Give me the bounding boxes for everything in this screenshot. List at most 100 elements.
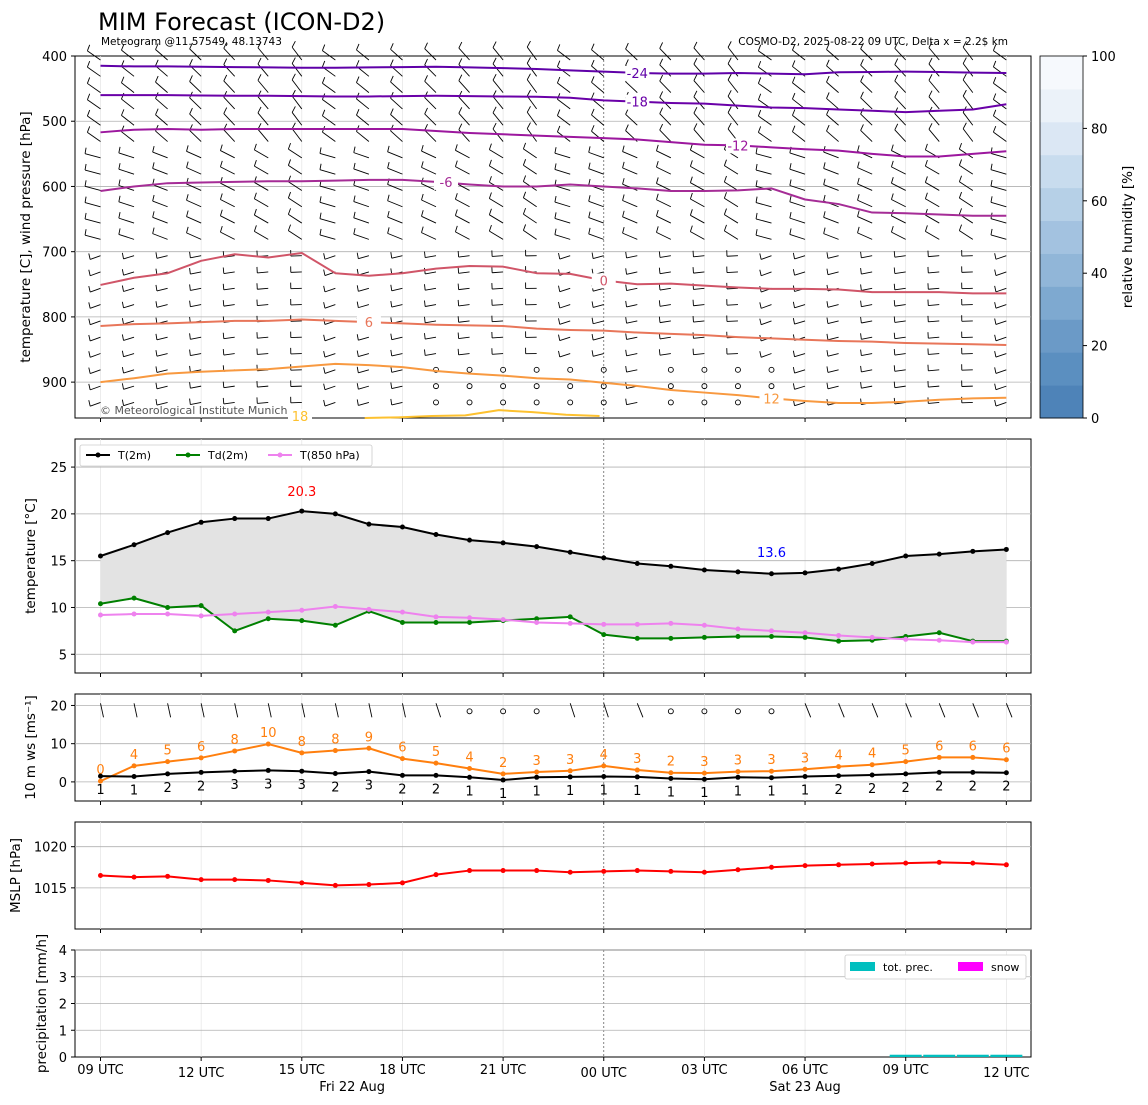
wind-barb-flag (558, 285, 561, 292)
series-point-1 (165, 604, 171, 610)
wind-barb-flag (152, 194, 155, 202)
wind-barb (962, 95, 974, 110)
wind-barb-flag (155, 75, 159, 83)
wind-barb-flag (223, 107, 228, 114)
mean-wind-point (232, 768, 238, 774)
wind-barb (656, 199, 672, 208)
wind-barb (220, 150, 235, 159)
mean-wind-point (936, 769, 942, 775)
wind-barb-flag (994, 269, 997, 276)
isotherm-label: -24 (627, 67, 648, 82)
wind-barb (220, 231, 235, 240)
gust-value-label: 6 (197, 740, 205, 755)
calm-wind-marker (433, 399, 439, 406)
wind-barb-flag (823, 211, 826, 218)
series-point-1 (701, 634, 707, 640)
series-point-1 (332, 622, 338, 628)
wind-barb-flag (625, 251, 627, 259)
wind-barb (928, 80, 940, 93)
wind-barb (156, 304, 168, 308)
wind-barb-flag (222, 300, 225, 307)
wind-barb-flag (893, 316, 896, 323)
wind-barb-flag (554, 228, 557, 235)
wind-barb (118, 152, 135, 159)
wind-barb-flag (421, 226, 424, 233)
wind-barb (726, 320, 738, 322)
wind-barb-flag (625, 317, 627, 324)
wind-barb-flag (356, 350, 359, 357)
wind-barb-flag (558, 301, 561, 309)
profile-ytick-label: 900 (42, 376, 67, 391)
series-point-0 (299, 508, 305, 514)
calm-wind-marker (768, 708, 775, 715)
wind-barb-flag (220, 209, 223, 216)
wind-barb-flag (84, 147, 87, 154)
wind-barb-flag (656, 226, 659, 233)
wind-barb-flag (220, 225, 223, 233)
wind-barb-flag (155, 108, 159, 115)
wind-barb (458, 271, 470, 274)
wind-barb (925, 214, 940, 224)
wind-barb-flag (992, 125, 997, 133)
wind-barb (724, 214, 739, 224)
wind-barb (626, 369, 638, 373)
wind-barb (489, 230, 504, 240)
wind-barb-flag (992, 60, 997, 68)
wind-barb (995, 385, 1007, 391)
wind-barb-flag (189, 284, 191, 291)
gust-point (467, 766, 473, 772)
wind-barb (894, 47, 907, 61)
wind-barb (257, 336, 269, 339)
isotherm-label: 18 (292, 410, 309, 425)
wind-barb (559, 287, 571, 293)
wind-barb (693, 255, 705, 258)
wind-barb (291, 63, 303, 77)
wind-barb-flag (990, 163, 993, 170)
calm-wind-marker (433, 383, 439, 390)
wind-barb (123, 271, 135, 276)
mean-wind-point (668, 775, 674, 781)
wind-barb-flag (958, 142, 962, 150)
wind-barb (690, 182, 705, 191)
wind-barb-flag (458, 41, 463, 49)
mean-wind-value-label: 1 (633, 784, 641, 799)
mean-wind-point (601, 774, 607, 780)
wind-barb-flag (458, 123, 463, 130)
wind-barb (622, 151, 638, 159)
series-point-2 (601, 621, 607, 627)
mean-wind-value-label: 1 (700, 786, 708, 801)
wind-barb-flag (588, 195, 591, 202)
series-point-2 (265, 609, 271, 615)
wind-barb-flag (84, 196, 87, 203)
calm-wind-marker (667, 383, 674, 390)
wind-barb (861, 385, 873, 389)
wind-barb-flag (390, 382, 393, 389)
gust-value-label: 6 (969, 739, 977, 754)
wind-barb-flag (356, 399, 359, 406)
wind-barb (603, 703, 609, 718)
series-point-1 (198, 603, 204, 609)
wind-barb (993, 82, 1007, 93)
wind-barb-flag (622, 194, 625, 201)
wind-barb (391, 401, 403, 406)
wind-barb-flag (625, 284, 627, 291)
wind-barb (324, 304, 336, 309)
wind-barb (421, 150, 437, 159)
wind-barb-flag (84, 229, 87, 236)
wind-barb-flag (152, 162, 155, 169)
wind-barb-flag (488, 192, 492, 199)
wind-barb (492, 96, 504, 110)
wind-barb (724, 197, 739, 208)
series-point-2 (165, 611, 171, 617)
series-point-2 (936, 637, 942, 643)
wind-barb (622, 216, 638, 224)
wind-barb (860, 81, 873, 93)
colorbar-tick-label: 60 (1091, 195, 1108, 210)
wind-barb-flag (826, 43, 830, 50)
wind-barb-flag (319, 212, 322, 219)
wind-barb-flag (189, 398, 191, 405)
wind-barb (288, 181, 303, 191)
wind-barb-flag (287, 191, 291, 199)
gust-value-label: 3 (533, 754, 541, 769)
wind-barb (928, 128, 940, 142)
